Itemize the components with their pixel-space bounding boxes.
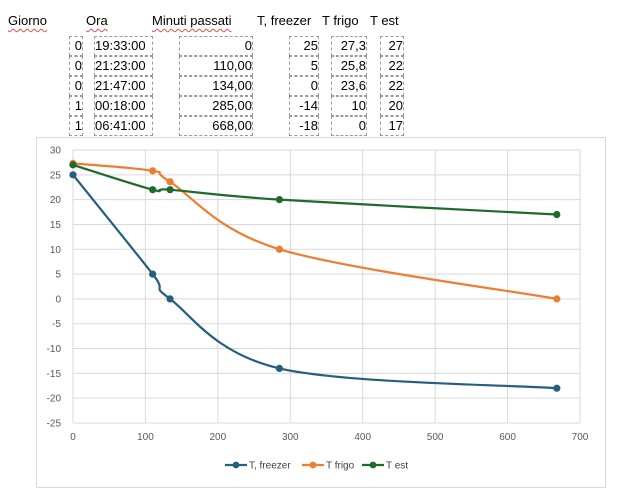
temperature-chart[interactable]: 30 25 20 15 10 5 0 -5 -10 -15 -20 -25 0 100 200 300 400 5… xyxy=(37,138,605,487)
cell-ora[interactable]: 19:33:00 xyxy=(94,36,153,56)
header-t-frigo[interactable]: T frigo xyxy=(322,13,359,28)
cell-t-est[interactable]: 17 xyxy=(380,116,404,136)
header-ora[interactable]: Ora xyxy=(86,13,108,28)
data-point-t-freezer xyxy=(553,384,561,392)
data-point-t-freezer xyxy=(149,270,157,278)
y-tick-label: -5 xyxy=(52,319,61,330)
header-minuti-passati[interactable]: Minuti passati xyxy=(152,13,232,28)
data-point-t-freezer xyxy=(69,171,77,179)
data-point-t-frigo xyxy=(275,245,284,253)
x-tick-label: 400 xyxy=(354,432,371,443)
cell-t-est[interactable]: 22 xyxy=(380,76,404,96)
data-point-t-frigo xyxy=(166,178,174,186)
cell-ora[interactable]: 21:23:00 xyxy=(94,56,153,76)
chart-area[interactable]: 30 25 20 15 10 5 0 -5 -10 -15 -20 -25 0 100 200 300 400 5… xyxy=(36,137,606,488)
cell-giorno[interactable]: 1 xyxy=(69,116,83,136)
cell-t-est[interactable]: 27 xyxy=(380,36,404,56)
data-point-t-freezer xyxy=(166,295,174,303)
header-t-est[interactable]: T est xyxy=(370,13,399,28)
y-tick-label: 15 xyxy=(50,220,62,231)
data-point-t-freezer xyxy=(275,364,284,372)
cell-minuti[interactable]: 285,00 xyxy=(179,96,253,116)
cell-t-freezer[interactable]: -14 xyxy=(289,96,319,116)
series-line-t-est xyxy=(72,163,557,216)
cell-t-frigo[interactable]: 25,8 xyxy=(331,56,367,76)
legend-marker-t-frigo xyxy=(309,461,317,469)
cell-ora[interactable]: 06:41:00 xyxy=(94,116,153,136)
legend-label-t-est: T est xyxy=(386,461,408,472)
header-t-freezer[interactable]: T, freezer xyxy=(257,13,312,28)
legend-marker-t-freezer xyxy=(232,461,240,469)
y-tick-label: -10 xyxy=(47,344,62,355)
x-tick-label: 0 xyxy=(70,432,76,443)
legend-label-t-frigo: T frigo xyxy=(326,461,355,472)
data-point-t-est xyxy=(69,161,77,169)
y-tick-label: 20 xyxy=(50,195,62,206)
y-tick-label: -20 xyxy=(47,394,62,405)
cell-t-freezer[interactable]: -18 xyxy=(289,116,319,136)
legend-marker-t-est xyxy=(369,461,377,469)
cell-ora[interactable]: 21:47:00 xyxy=(94,76,153,96)
x-tick-label: 200 xyxy=(210,432,227,443)
x-tick-label: 500 xyxy=(427,432,444,443)
data-point-t-est xyxy=(553,210,561,219)
data-point-t-est xyxy=(275,196,284,204)
data-point-t-frigo xyxy=(553,295,561,303)
cell-giorno[interactable]: 0 xyxy=(69,36,83,56)
x-tick-label: 700 xyxy=(572,432,589,443)
data-point-t-est xyxy=(166,186,174,194)
cell-t-freezer[interactable]: 25 xyxy=(289,36,319,56)
y-tick-label: -15 xyxy=(47,369,62,380)
cell-minuti[interactable]: 668,00 xyxy=(179,116,253,136)
y-tick-label: 5 xyxy=(55,270,61,281)
cell-t-frigo[interactable]: 0 xyxy=(331,116,367,136)
legend-label-t-freezer: T, freezer xyxy=(249,461,291,472)
cell-minuti[interactable]: 134,00 xyxy=(179,76,253,96)
cell-giorno[interactable]: 0 xyxy=(69,56,83,76)
cell-t-frigo[interactable]: 10 xyxy=(331,96,367,116)
cell-t-freezer[interactable]: 0 xyxy=(289,76,319,96)
data-point-t-frigo xyxy=(149,167,157,175)
y-tick-label: 10 xyxy=(50,245,62,256)
x-tick-label: 100 xyxy=(137,432,154,443)
y-tick-label: 25 xyxy=(50,170,62,181)
x-tick-label: 300 xyxy=(282,432,299,443)
spreadsheet-table: Giorno Ora Minuti passati T, freezer T f… xyxy=(0,0,628,140)
cell-t-est[interactable]: 20 xyxy=(380,96,404,116)
data-point-t-est xyxy=(149,186,157,194)
cell-t-frigo[interactable]: 27,3 xyxy=(331,36,367,56)
cell-t-freezer[interactable]: 5 xyxy=(289,56,319,76)
y-tick-label: -25 xyxy=(47,419,62,430)
x-tick-label: 600 xyxy=(499,432,516,443)
cell-giorno[interactable]: 0 xyxy=(69,76,83,96)
cell-giorno[interactable]: 1 xyxy=(69,96,83,116)
header-giorno[interactable]: Giorno xyxy=(8,13,48,28)
cell-t-est[interactable]: 22 xyxy=(380,56,404,76)
y-tick-label: 0 xyxy=(55,294,61,305)
cell-minuti[interactable]: 0 xyxy=(179,36,253,56)
cell-ora[interactable]: 00:18:00 xyxy=(94,96,153,116)
series-line-t-frigo xyxy=(72,162,558,300)
y-tick-label: 30 xyxy=(50,146,62,157)
cell-minuti[interactable]: 110,00 xyxy=(179,56,253,76)
series-line-t-freezer xyxy=(72,174,557,390)
cell-t-frigo[interactable]: 23,6 xyxy=(331,76,367,96)
